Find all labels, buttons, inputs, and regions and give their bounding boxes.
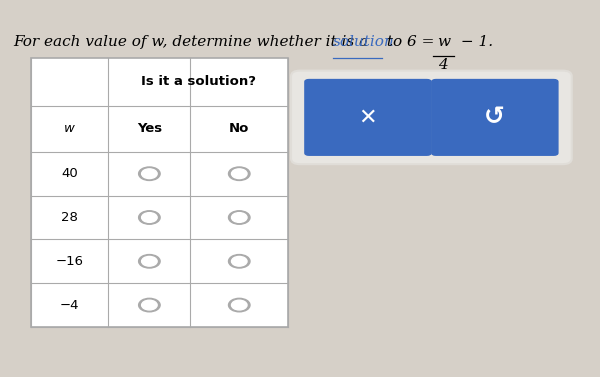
Text: ↺: ↺ <box>484 106 505 129</box>
Text: 40: 40 <box>61 167 78 180</box>
Circle shape <box>139 298 160 312</box>
Circle shape <box>232 256 247 266</box>
Circle shape <box>229 298 250 312</box>
Text: −4: −4 <box>60 299 80 311</box>
Circle shape <box>139 167 160 181</box>
Circle shape <box>229 211 250 224</box>
FancyBboxPatch shape <box>31 58 288 327</box>
Circle shape <box>232 213 247 222</box>
Text: Yes: Yes <box>137 123 162 135</box>
Text: Is it a solution?: Is it a solution? <box>140 75 256 88</box>
Circle shape <box>232 300 247 310</box>
Text: w: w <box>64 123 75 135</box>
Text: to 6 =: to 6 = <box>382 35 434 49</box>
Circle shape <box>142 169 157 179</box>
Circle shape <box>229 254 250 268</box>
Circle shape <box>139 254 160 268</box>
Circle shape <box>229 167 250 181</box>
FancyBboxPatch shape <box>431 79 559 156</box>
FancyBboxPatch shape <box>304 79 431 156</box>
Text: −16: −16 <box>56 255 84 268</box>
Circle shape <box>142 300 157 310</box>
Text: For each value of w, determine whether it is a: For each value of w, determine whether i… <box>13 35 373 49</box>
Circle shape <box>232 169 247 179</box>
Text: − 1.: − 1. <box>457 35 494 49</box>
Text: ✕: ✕ <box>359 107 377 127</box>
Text: 4: 4 <box>439 58 448 72</box>
Text: 28: 28 <box>61 211 78 224</box>
Text: No: No <box>229 123 250 135</box>
Circle shape <box>142 256 157 266</box>
Text: solution: solution <box>333 35 395 49</box>
Circle shape <box>139 211 160 224</box>
Circle shape <box>142 213 157 222</box>
Text: w: w <box>437 35 450 49</box>
FancyBboxPatch shape <box>291 70 572 164</box>
